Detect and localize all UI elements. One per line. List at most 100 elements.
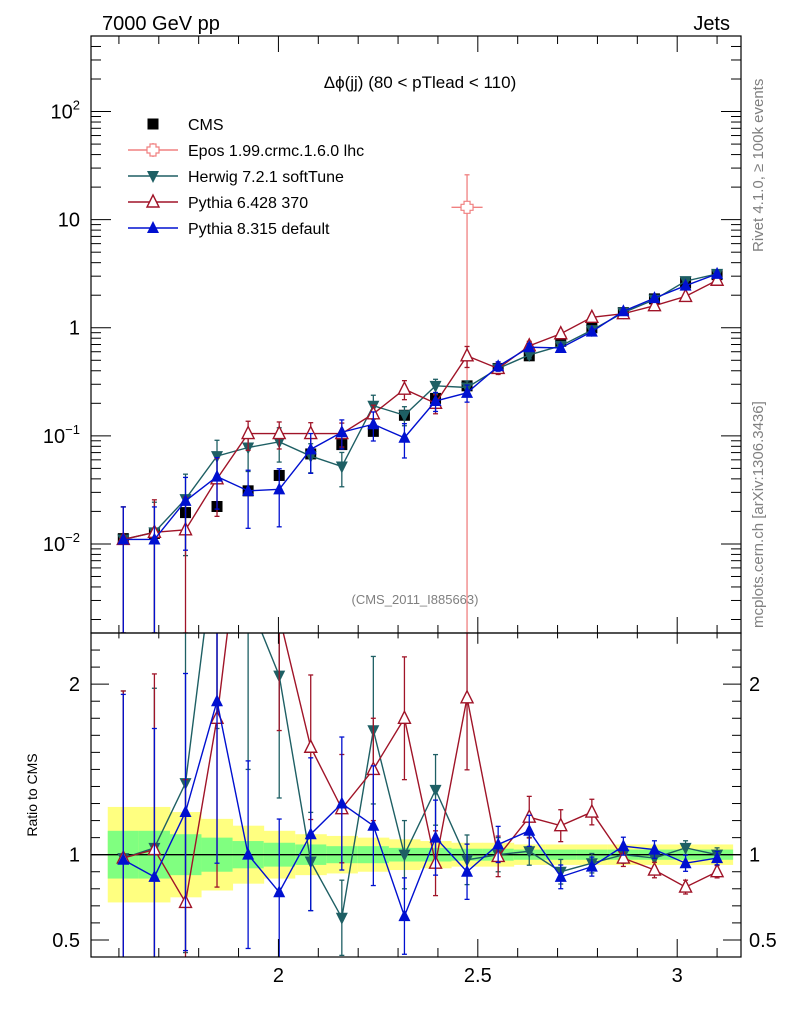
ratio-point-pythia-8-315-default (211, 694, 224, 707)
ratio-point-pythia-8-315-default (179, 805, 192, 818)
ratio-point-pythia-8-315-default (148, 869, 161, 882)
ratio-y-tick-label-left: 0.5 (52, 930, 80, 952)
point-pythia-6-428-370 (397, 380, 412, 395)
x-tick-label: 3 (672, 965, 683, 987)
legend-marker (147, 171, 159, 183)
ratio-point-herwig-7-2-1-softtune (211, 526, 223, 538)
plot-title: Δϕ(jj) (80 < pTlead < 110) (324, 73, 517, 92)
ratio-point-pythia-8-315-default (648, 842, 661, 855)
ratio-point-pythia-6-428-370 (616, 849, 631, 864)
legend-marker (145, 193, 161, 208)
legend-marker (147, 221, 159, 233)
point-pythia-8-315-default (554, 340, 567, 353)
ratio-point-pythia-8-315-default (492, 837, 505, 850)
point-pythia-8-315-default (335, 425, 348, 438)
point-pythia-8-315-default (585, 324, 598, 337)
point-pythia-8-315-default (211, 469, 224, 482)
ratio-panel-frame (90, 632, 742, 958)
legend-entry-pythia-8-315-default: Pythia 8.315 default (128, 221, 330, 238)
point-herwig-7-2-1-softtune (429, 380, 442, 393)
ratio-point-pythia-8-315-default (523, 823, 536, 836)
series-cms (117, 269, 723, 545)
point-pythia-8-315-default (242, 483, 255, 496)
point-herwig-7-2-1-softtune (335, 461, 348, 474)
x-axis-tick-labels: 2 2.5 3 (273, 965, 683, 987)
ratio-point-pythia-6-428-370 (397, 709, 412, 724)
ratio-point-herwig-7-2-1-softtune (398, 849, 411, 862)
series-pythia-6-428-370 (116, 271, 725, 633)
legend-marker (147, 118, 159, 130)
ratio-point-herwig-7-2-1-softtune (242, 594, 254, 606)
x-tick-label: 2 (273, 965, 284, 987)
ratio-point-pythia-6-428-370 (459, 689, 475, 704)
series-epos-1-99-crmc-1-6-0-lhc (451, 174, 483, 633)
ratio-y-tick-label-right: 2 (749, 674, 760, 696)
legend-label: CMS (188, 117, 224, 134)
ratio-point-pythia-6-428-370 (303, 738, 318, 753)
ratio-point-pythia-8-315-default (461, 864, 474, 877)
category-label: Jets (693, 13, 730, 35)
point-pythia-8-315-default (367, 417, 380, 430)
point-pythia-8-315-default (148, 532, 161, 545)
ratio-point-herwig-7-2-1-softtune (648, 853, 661, 866)
ratio-point-pythia-8-315-default (554, 869, 567, 882)
ratio-panel: 0.5 0.5 1 1 2 2 Ratio to CMS (24, 526, 777, 958)
legend-marker (146, 143, 160, 157)
point-pythia-8-315-default (492, 359, 505, 372)
point-pythia-6-428-370 (272, 424, 287, 440)
point-pythia-8-315-default (398, 430, 411, 443)
point-pythia-8-315-default (273, 482, 286, 495)
ratio-point-pythia-6-428-370 (678, 878, 693, 893)
legend-label: Epos 1.99.crmc.1.6.0 lhc (188, 143, 364, 160)
rivet-version-label: Rivet 4.1.0, ≥ 100k events (750, 79, 767, 252)
point-pythia-8-315-default (461, 385, 474, 398)
ratio-point-herwig-7-2-1-softtune (679, 842, 692, 855)
ratio-point-pythia-6-428-370 (584, 803, 599, 818)
point-pythia-8-315-default (523, 340, 536, 353)
ratio-point-pythia-8-315-default (429, 830, 442, 843)
series-line-pythia-8-315-default (123, 273, 718, 541)
point-pythia-8-315-default (429, 394, 442, 407)
series-pythia-8-315-default (117, 266, 724, 633)
legend-entry-epos-1-99-crmc-1-6-0-lhc: Epos 1.99.crmc.1.6.0 lhc (128, 143, 364, 160)
main-panel: 10−2 10−1 1 10 102 Δϕ(jj) (80 < pTlead < 110… (43, 35, 742, 634)
legend-label: Pythia 8.315 default (188, 221, 330, 238)
legend-entry-pythia-6-428-370: Pythia 6.428 370 (128, 193, 308, 212)
ratio-point-herwig-7-2-1-softtune (523, 846, 536, 859)
legend-entry-cms: CMS (147, 117, 224, 134)
point-pythia-8-315-default (711, 266, 724, 279)
analysis-tag: (CMS_2011_I885663) (352, 592, 479, 607)
x-tick-label: 2.5 (464, 965, 492, 987)
energy-label: 7000 GeV pp (102, 13, 220, 35)
point-pythia-6-428-370 (709, 271, 725, 286)
ratio-point-pythia-8-315-default (711, 851, 724, 864)
point-pythia-8-315-default (179, 493, 192, 506)
ratio-y-tick-label-right: 0.5 (749, 930, 777, 952)
ratio-point-pythia-8-315-default (367, 818, 380, 831)
point-pythia-6-428-370 (678, 287, 693, 303)
point-pythia-8-315-default (648, 291, 661, 304)
ratio-point-pythia-8-315-default (617, 839, 630, 852)
point-pythia-8-315-default (304, 442, 317, 455)
ratio-point-pythia-8-315-default (304, 827, 317, 840)
ratio-point-pythia-6-428-370 (273, 609, 285, 621)
ratio-y-tick-label-left: 2 (69, 674, 80, 696)
y-tick-label-main: 10−1 (43, 422, 80, 448)
point-herwig-7-2-1-softtune (523, 349, 536, 362)
point-pythia-8-315-default (617, 304, 630, 317)
mcplots-label: mcplots.cern.ch [arXiv:1306.3436] (750, 401, 767, 628)
ratio-point-pythia-8-315-default (273, 885, 286, 898)
ratio-series-pythia-8-315-default (117, 633, 724, 957)
point-pythia-6-428-370 (553, 325, 568, 340)
ratio-point-herwig-7-2-1-softtune (335, 912, 348, 925)
ratio-point-pythia-6-428-370 (647, 861, 662, 876)
legend-label: Herwig 7.2.1 softTune (188, 169, 344, 186)
ratio-point-pythia-8-315-default (242, 847, 255, 860)
ratio-point-pythia-6-428-370 (553, 817, 568, 832)
main-axis-ticks: 10−2 10−1 1 10 102 (43, 35, 741, 633)
main-data-layer (116, 174, 725, 633)
legend-entry-herwig-7-2-1-softtune: Herwig 7.2.1 softTune (128, 169, 344, 186)
ratio-point-pythia-6-428-370 (709, 863, 725, 878)
epos-point (460, 200, 474, 214)
